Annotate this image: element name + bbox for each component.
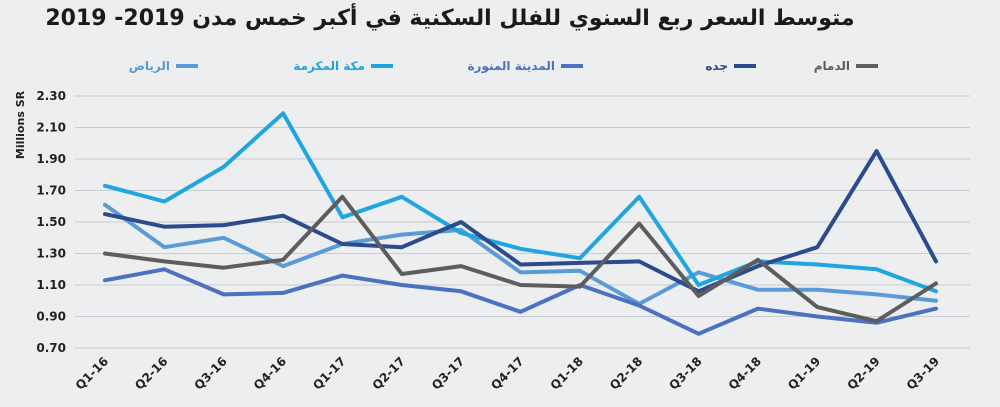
x-tick-label: Q3-19 [904,354,942,392]
legend-label: المدينة المنورة [467,59,555,74]
y-tick-label: 1.70 [36,184,66,198]
series-line-1 [103,111,938,294]
legend-label: جده [705,59,728,73]
legend-label: الدمام [814,59,850,74]
series-line-3 [103,149,938,294]
x-tick-label: Q1-16 [73,354,111,392]
legend-label: الرياض [129,59,170,73]
series-line-0 [103,202,938,306]
legend: الرياض مكة المكرمة المدينة المنورة جده الدما… [129,59,878,74]
series-line-4 [103,194,938,324]
x-tick-label: Q4-16 [251,354,289,392]
y-tick-label: 1.90 [36,152,66,166]
legend-label: مكة المكرمة [293,59,365,73]
y-tick-label: 1.50 [36,215,66,229]
x-tick-label: Q4-18 [726,354,764,392]
series-line-2 [103,267,938,336]
y-axis-ticks: 0.70 0.90 1.10 1.30 1.50 1.70 1.90 2.10 2.30 [36,89,66,355]
x-tick-label: Q2-19 [844,354,882,392]
chart-title: متوسط السعر ربع السنوي للفلل السكنية في … [45,6,855,31]
x-tick-label: Q1-19 [785,354,823,392]
x-tick-label: Q4-17 [488,354,526,392]
y-tick-label: 2.10 [36,121,66,135]
x-tick-label: Q2-17 [370,354,408,392]
x-tick-label: Q2-16 [132,354,170,392]
x-tick-label: Q3-17 [429,354,467,392]
y-tick-label: 2.30 [36,89,66,103]
x-tick-label: Q3-16 [191,354,229,392]
y-tick-label: 1.30 [36,247,66,261]
x-tick-label: Q2-18 [607,354,645,392]
x-tick-label: Q1-18 [548,354,586,392]
x-tick-label: Q3-18 [666,354,704,392]
y-axis-label: Millions SR [14,90,27,159]
y-tick-label: 0.70 [36,341,66,355]
y-tick-label: 1.10 [36,278,66,292]
series-lines [103,111,938,336]
y-tick-label: 0.90 [36,310,66,324]
x-axis-ticks: Q1-16 Q2-16 Q3-16 Q4-16 Q1-17 Q2-17 Q3-17 Q4-17… [73,354,942,392]
x-tick-label: Q1-17 [310,354,348,392]
